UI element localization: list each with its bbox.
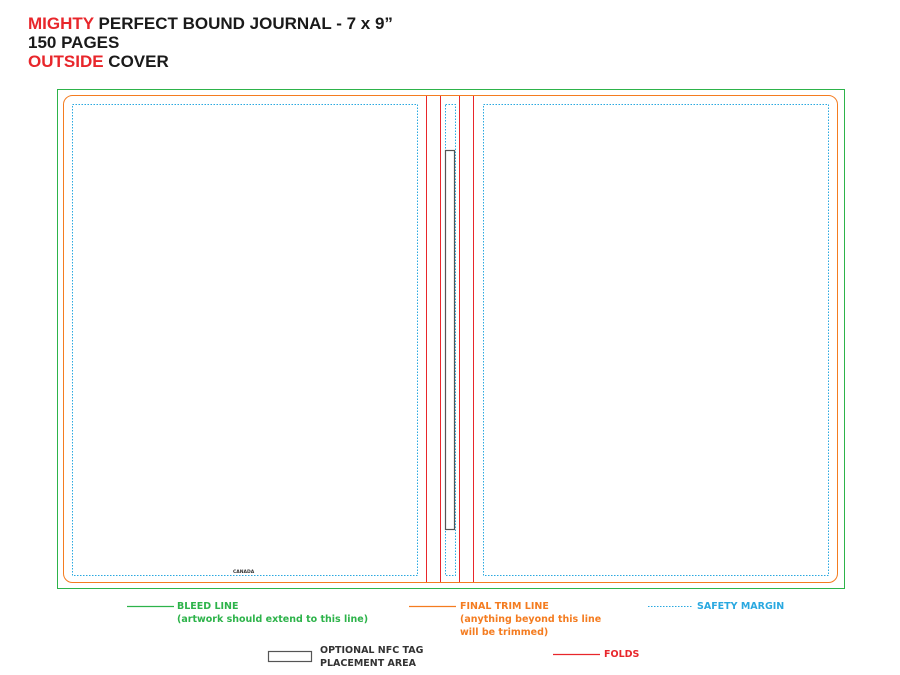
title-line-pages: 150 PAGES (28, 33, 120, 52)
title-line-cover: OUTSIDE COVER (28, 52, 393, 71)
legend-folds: FOLDS (604, 648, 639, 661)
legend-trim-note-2: will be trimmed) (460, 627, 549, 638)
title-cover-word: COVER (103, 52, 169, 71)
legend-bleed-label: BLEED LINE (177, 601, 239, 612)
trim-line-rect (63, 95, 838, 583)
title-line-product: MIGHTY PERFECT BOUND JOURNAL - 7 x 9” (28, 14, 393, 33)
legend-bleed-note: (artwork should extend to this line) (177, 614, 369, 625)
title-product-name: PERFECT BOUND JOURNAL - 7 x 9” (93, 14, 393, 33)
title-accent-outside: OUTSIDE (28, 52, 104, 71)
legend-nfc: OPTIONAL NFC TAG PLACEMENT AREA (320, 644, 423, 670)
nfc-tag-area (444, 149, 456, 531)
title-accent-mighty: MIGHTY (28, 14, 94, 33)
title-block: MIGHTY PERFECT BOUND JOURNAL - 7 x 9” 15… (28, 14, 393, 71)
legend-nfc-label-1: OPTIONAL NFC TAG (320, 645, 424, 656)
legend-nfc-label-2: PLACEMENT AREA (320, 658, 417, 669)
legend-bleed: BLEED LINE (artwork should extend to thi… (177, 600, 368, 626)
legend-safety: SAFETY MARGIN (697, 600, 784, 613)
legend-trim-note-1: (anything beyond this line (460, 614, 602, 625)
bleed-line-rect (57, 89, 845, 589)
legend-trim-label: FINAL TRIM LINE (460, 601, 549, 612)
legend-safety-label: SAFETY MARGIN (697, 601, 785, 612)
back-cover-mark: CANADA (233, 570, 255, 575)
safety-margin-front-cover (483, 104, 829, 576)
legend-nfc-swatch (267, 650, 313, 663)
legend-folds-label: FOLDS (604, 649, 640, 660)
legend-trim: FINAL TRIM LINE (anything beyond this li… (460, 600, 601, 639)
safety-margin-back-cover (72, 104, 418, 576)
